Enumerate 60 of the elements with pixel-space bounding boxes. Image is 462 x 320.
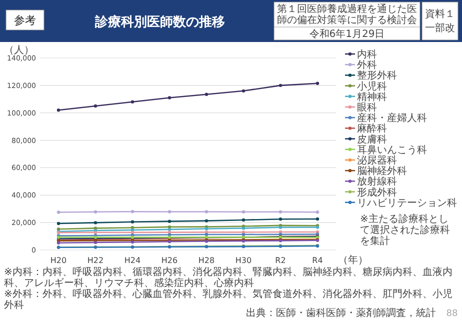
chart-title: 診療科別医師数の推移 <box>94 14 225 30</box>
x-tick-label: H20 <box>50 256 67 265</box>
point <box>316 210 320 214</box>
point <box>242 218 246 222</box>
legend-label: 脳神経外科 <box>357 165 407 178</box>
legend-label: 内科 <box>357 48 377 60</box>
text: ※主たる診療科として選択された診療科を集計 <box>360 213 450 247</box>
text: 資料１一部改 <box>425 8 455 34</box>
x-tick-label: H30 <box>235 256 252 265</box>
point <box>204 210 208 214</box>
point <box>130 220 134 224</box>
point <box>278 210 282 214</box>
legend-label: 耳鼻いんこう科 <box>357 144 427 156</box>
point <box>56 108 60 112</box>
point <box>168 210 172 214</box>
point <box>316 217 320 221</box>
point <box>168 228 172 232</box>
x-tick-label: H24 <box>124 256 141 265</box>
point <box>94 221 98 224</box>
x-tick-label: H22 <box>87 256 104 265</box>
legend-label: 皮膚科 <box>357 133 387 146</box>
legend-label: 精神科 <box>357 90 387 103</box>
point <box>278 218 282 221</box>
legend-label: 小児科 <box>357 80 387 92</box>
point <box>278 84 282 88</box>
x-tick-label: R4 <box>312 256 323 265</box>
legend-label: 眼科 <box>357 102 377 114</box>
x-tick-label: R2 <box>275 256 286 265</box>
legend-label: リハビリテーション科 <box>357 196 457 209</box>
point <box>168 220 172 223</box>
legend-label: 整形外科 <box>357 70 397 82</box>
text: 88 <box>446 309 458 319</box>
legend-label: 形成外科 <box>357 186 397 198</box>
x-tick-label: H26 <box>161 256 178 265</box>
point <box>204 92 208 96</box>
text: ※内科：内科、呼吸器内科、循環器内科、消化器内科、腎臓内科、脳神経内科、糖尿病内科、血液内科、アレルギー科、リウマチ科、感染症内科、心療内科 <box>4 266 452 289</box>
text: 令和6年1月29日 <box>309 28 385 40</box>
x-tick-label: H28 <box>198 256 215 265</box>
legend-label: 産科・産婦人科 <box>357 112 427 124</box>
point <box>204 219 208 222</box>
y-axis-title: （人） <box>4 45 34 56</box>
legend-label: 外科 <box>357 59 377 72</box>
legend-label: 泌尿器科 <box>357 154 397 166</box>
point <box>56 210 60 214</box>
legend-label: 麻酔科 <box>357 122 387 135</box>
point <box>130 100 134 104</box>
point <box>242 89 246 93</box>
point <box>94 104 98 108</box>
point <box>242 232 246 236</box>
point <box>56 222 60 226</box>
legend-label: 放射線科 <box>357 176 397 188</box>
text: 参考 <box>14 14 36 27</box>
text: 第１回医師養成過程を通じた医師の偏在対策等に関する検討会 <box>277 3 417 26</box>
x-axis-title: （年） <box>338 254 368 266</box>
point <box>168 96 172 100</box>
point <box>316 82 320 85</box>
point <box>204 232 208 236</box>
point <box>242 210 246 214</box>
point <box>130 210 134 214</box>
point <box>94 210 98 214</box>
